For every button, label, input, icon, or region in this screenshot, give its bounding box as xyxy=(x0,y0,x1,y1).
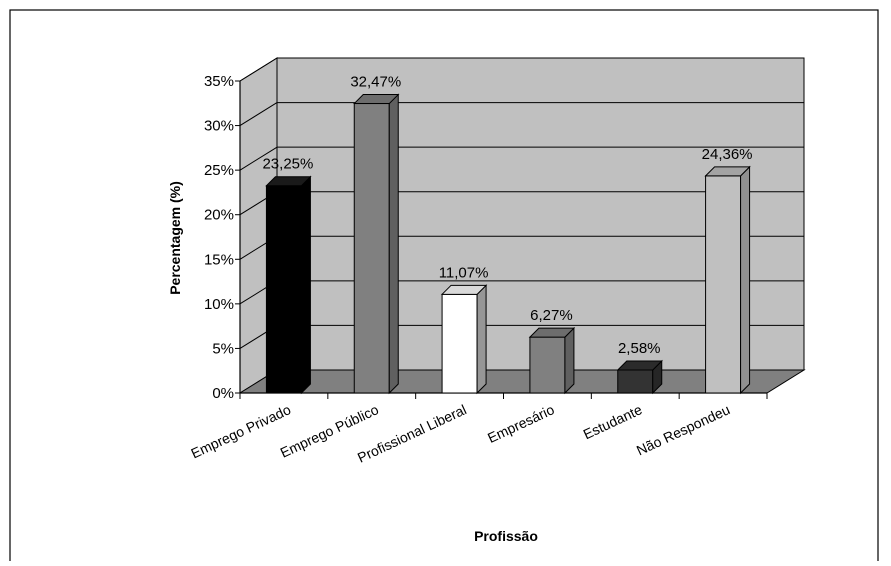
bar-top xyxy=(353,94,400,105)
bar-top xyxy=(440,284,488,295)
bar xyxy=(353,93,400,395)
data-labels: 23,25% 32,47% 11,07% 6,27% 2,58% 24,36% xyxy=(262,74,752,357)
bar-front xyxy=(617,369,654,394)
data-label: 24,36% xyxy=(702,146,753,163)
bar-side xyxy=(740,165,751,395)
x-axis-title: Profissão xyxy=(474,528,538,544)
bar-front xyxy=(529,336,566,394)
bar xyxy=(265,175,312,395)
y-axis-title: Percentagem (%) xyxy=(167,181,183,295)
bar-side xyxy=(388,93,399,395)
bar-side xyxy=(300,175,311,395)
data-label: 23,25% xyxy=(262,156,313,173)
bar xyxy=(704,165,751,395)
bar xyxy=(440,284,488,395)
y-tick-label: 35% xyxy=(204,73,234,90)
bar-top xyxy=(265,176,312,187)
y-tick-label: 25% xyxy=(204,162,234,179)
bar-top xyxy=(528,327,576,338)
data-label: 32,47% xyxy=(350,74,401,91)
axes xyxy=(235,80,768,399)
y-tick-label: 5% xyxy=(212,340,234,357)
y-tick-label: 10% xyxy=(204,296,234,313)
data-label: 11,07% xyxy=(439,264,489,281)
y-tick-label: 20% xyxy=(204,207,234,224)
bar xyxy=(616,359,663,395)
bar-front xyxy=(353,103,390,394)
bar-side xyxy=(564,326,575,395)
y-tick-labels: 0% 5% 10% 15% 20% 25% 30% 35% xyxy=(204,73,234,402)
y-tick-label: 15% xyxy=(204,251,234,268)
y-tick-label: 0% xyxy=(212,385,234,402)
y-tick-label: 30% xyxy=(204,118,234,135)
bar-front xyxy=(265,185,302,394)
bar xyxy=(528,326,576,395)
gridline-side xyxy=(239,57,278,82)
bar-side xyxy=(476,284,487,395)
bar-top xyxy=(704,166,751,177)
gridline-side xyxy=(239,146,278,171)
bar-front xyxy=(441,293,478,394)
bars xyxy=(265,93,751,395)
data-label: 2,58% xyxy=(618,340,661,357)
gridline-side xyxy=(239,102,278,126)
bar-top xyxy=(616,360,663,371)
bar-front xyxy=(705,175,742,394)
data-label: 6,27% xyxy=(530,307,573,324)
